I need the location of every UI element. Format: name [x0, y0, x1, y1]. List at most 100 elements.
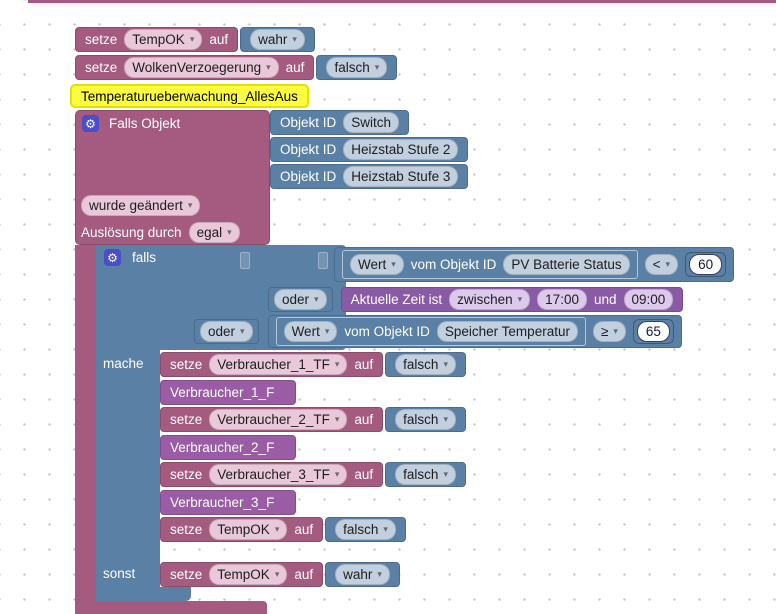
changed-dropdown[interactable]: wurde geändert — [81, 195, 201, 216]
to-keyword: auf — [294, 522, 314, 537]
or-dropdown[interactable]: oder — [274, 289, 327, 310]
object-id-field[interactable]: Heizstab Stufe 3 — [343, 166, 459, 187]
boolean-dropdown[interactable]: wahr — [250, 29, 305, 50]
set-variable-block[interactable]: setze TempOK auf — [160, 562, 324, 587]
to-keyword: auf — [294, 567, 314, 582]
time-end-field[interactable]: 09:00 — [623, 289, 674, 310]
time-start-field[interactable]: 17:00 — [537, 289, 587, 310]
set-variable-block[interactable]: setze Verbraucher_1_TF auf — [160, 352, 384, 377]
time-mode-dropdown[interactable]: zwischen — [449, 289, 531, 310]
if-block-left-column[interactable] — [96, 245, 160, 601]
to-keyword: auf — [354, 357, 374, 372]
function-name: Verbraucher_3_F — [170, 495, 275, 510]
number-field[interactable]: 65 — [636, 321, 670, 342]
object-id-block[interactable]: Objekt ID Heizstab Stufe 2 — [270, 137, 469, 162]
trigger-by-dropdown[interactable]: egal — [188, 222, 240, 243]
set-variable-block[interactable]: setze TempOK auf — [160, 517, 324, 542]
boolean-value-block[interactable]: falsch — [385, 462, 466, 487]
set-keyword: setze — [170, 357, 203, 372]
set-variable-block[interactable]: setze Verbraucher_3_TF auf — [160, 462, 384, 487]
trigger-block-bottom-bar[interactable] — [75, 601, 267, 614]
function-name: Verbraucher_1_F — [170, 385, 275, 400]
comment-block[interactable]: Temperaturueberwachung_AllesAus — [70, 84, 309, 108]
boolean-dropdown[interactable]: falsch — [335, 519, 396, 540]
object-id-block[interactable]: Objekt ID Heizstab Stufe 3 — [270, 164, 469, 189]
time-condition-block[interactable]: Aktuelle Zeit ist zwischen 17:00 und 09:… — [340, 287, 684, 312]
from-object-label: vom Objekt ID — [344, 324, 430, 339]
value-kind-dropdown[interactable]: Wert — [350, 254, 404, 275]
boolean-value-block[interactable]: falsch — [325, 517, 406, 542]
statement-row: setze TempOK auf wahr — [75, 27, 315, 52]
variable-dropdown[interactable]: Verbraucher_2_TF — [209, 409, 348, 430]
trigger-block-left-strip[interactable] — [75, 245, 96, 614]
statement-row: setze WolkenVerzoegerung auf falsch — [75, 55, 398, 80]
number-block[interactable]: 60 — [685, 252, 727, 277]
set-variable-block[interactable]: setze Verbraucher_2_TF auf — [160, 407, 384, 432]
function-call-block[interactable]: Verbraucher_1_F — [160, 380, 296, 405]
object-id-field[interactable]: PV Batterie Status — [503, 254, 630, 275]
value-kind-dropdown[interactable]: Wert — [283, 321, 338, 342]
trigger-by-label: Auslösung durch — [81, 225, 182, 240]
boolean-value-block[interactable]: falsch — [385, 352, 466, 377]
variable-dropdown[interactable]: WolkenVerzoegerung — [124, 57, 279, 78]
object-id-field[interactable]: Switch — [343, 112, 400, 133]
operator-dropdown[interactable]: ≥ — [592, 321, 626, 342]
compare-block[interactable]: Wert vom Objekt ID PV Batterie Status < … — [334, 247, 735, 282]
set-keyword: setze — [170, 467, 203, 482]
boolean-value-block[interactable]: wahr — [325, 562, 400, 587]
condition-row: oder Wert vom Objekt ID Speicher Tempera… — [194, 315, 682, 348]
to-keyword: auf — [354, 412, 374, 427]
comment-row: Temperaturueberwachung_AllesAus — [70, 84, 309, 108]
compare-block[interactable]: Wert vom Objekt ID Speicher Temperatur ≥… — [267, 315, 682, 348]
object-id-field[interactable]: Speicher Temperatur — [436, 321, 578, 342]
variable-dropdown[interactable]: TempOK — [209, 564, 288, 585]
or-dropdown[interactable]: oder — [200, 321, 253, 342]
if-block-bottom-bar[interactable] — [96, 587, 191, 601]
condition-row: oder Aktuelle Zeit ist zwischen 17:00 un… — [268, 287, 684, 312]
set-keyword: setze — [170, 412, 203, 427]
set-variable-block[interactable]: setze TempOK auf — [75, 27, 239, 52]
function-name: Verbraucher_2_F — [170, 440, 275, 455]
variable-dropdown[interactable]: Verbraucher_1_TF — [209, 354, 348, 375]
object-id-field[interactable]: Heizstab Stufe 2 — [343, 139, 459, 160]
value-of-object-block[interactable]: Wert vom Objekt ID PV Batterie Status — [342, 250, 638, 279]
object-row: Objekt ID Switch — [270, 110, 410, 135]
set-keyword: setze — [170, 522, 203, 537]
boolean-dropdown[interactable]: falsch — [395, 354, 456, 375]
operator-dropdown[interactable]: < — [644, 254, 679, 275]
object-id-label: Objekt ID — [280, 115, 337, 130]
on-change-trigger-block[interactable]: ⚙ Falls Objekt wurde geändert Auslösung … — [75, 110, 270, 245]
if-title: falls — [132, 250, 157, 265]
to-keyword: auf — [285, 60, 305, 75]
trigger-title: Falls Objekt — [109, 116, 181, 131]
boolean-dropdown[interactable]: falsch — [326, 57, 388, 78]
number-field[interactable]: 60 — [689, 254, 723, 275]
to-keyword: auf — [209, 32, 229, 47]
statement-row: setze Verbraucher_1_TF auf falsch — [160, 352, 466, 377]
set-variable-block[interactable]: setze WolkenVerzoegerung auf — [75, 55, 315, 80]
boolean-value-block[interactable]: wahr — [240, 27, 315, 52]
number-block[interactable]: 65 — [632, 319, 674, 344]
statement-row: Verbraucher_2_F — [160, 435, 296, 460]
condition-row: Wert vom Objekt ID PV Batterie Status < … — [334, 247, 735, 282]
gear-icon[interactable]: ⚙ — [104, 249, 121, 266]
variable-dropdown[interactable]: TempOK — [209, 519, 288, 540]
boolean-dropdown[interactable]: falsch — [395, 464, 456, 485]
boolean-dropdown[interactable]: wahr — [335, 564, 390, 585]
from-object-label: vom Objekt ID — [410, 257, 497, 272]
socket-notch — [240, 252, 250, 269]
variable-dropdown[interactable]: Verbraucher_3_TF — [209, 464, 348, 485]
logic-or-block[interactable]: oder — [268, 287, 333, 312]
value-of-object-block[interactable]: Wert vom Objekt ID Speicher Temperatur — [275, 317, 586, 346]
function-call-block[interactable]: Verbraucher_2_F — [160, 435, 296, 460]
boolean-value-block[interactable]: falsch — [316, 55, 398, 80]
boolean-value-block[interactable]: falsch — [385, 407, 466, 432]
object-id-block[interactable]: Objekt ID Switch — [270, 110, 410, 135]
function-call-block[interactable]: Verbraucher_3_F — [160, 490, 296, 515]
boolean-dropdown[interactable]: falsch — [395, 409, 456, 430]
gear-icon[interactable]: ⚙ — [82, 115, 99, 132]
object-id-label: Objekt ID — [280, 142, 337, 157]
logic-or-block[interactable]: oder — [194, 319, 259, 344]
variable-dropdown[interactable]: TempOK — [124, 29, 203, 50]
